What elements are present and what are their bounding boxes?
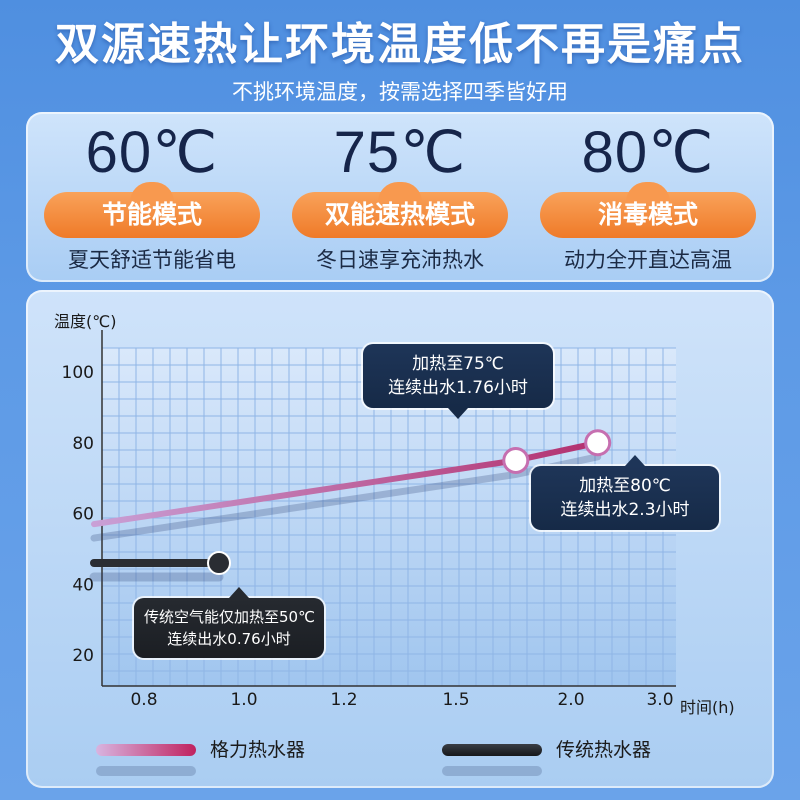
mode-description: 夏天舒适节能省电 — [68, 248, 236, 272]
y-tick-label: 100 — [62, 363, 94, 383]
annotation-line: 传统空气能仅加热至50℃ — [144, 608, 315, 626]
annotation-line: 加热至80℃ — [579, 476, 671, 496]
annotation-line: 加热至75℃ — [412, 354, 504, 374]
mode-panel: 60℃ 节能模式 夏天舒适节能省电 75℃ 双能速热模式 冬日速享充沛热水 80… — [26, 112, 774, 282]
y-tick-label: 20 — [72, 646, 94, 666]
mode-name-badge: 双能速热模式 — [292, 182, 508, 238]
mode-name: 双能速热模式 — [324, 200, 475, 229]
x-tick-label: 0.8 — [130, 690, 157, 710]
y-tick-label: 80 — [72, 434, 94, 454]
chart-panel: 20 40 60 80 100 0.8 1.0 1.2 1.5 2.0 3.0 温度(℃) 时间(h… — [26, 290, 774, 788]
y-tick-label: 60 — [72, 505, 94, 525]
mode-temperature: 80℃ — [581, 120, 715, 185]
mode-disinfection: 80℃ 消毒模式 动力全开直达高温 — [528, 112, 768, 282]
headline: 双源速热让环境温度低不再是痛点 — [55, 19, 745, 70]
mode-name-badge: 节能模式 — [44, 182, 260, 238]
x-tick-label: 3.0 — [646, 690, 673, 710]
x-tick-label: 1.2 — [330, 690, 357, 710]
annotation-line: 连续出水1.76小时 — [388, 378, 528, 398]
annotation-line: 连续出水0.76小时 — [167, 630, 291, 648]
mode-temperature: 75℃ — [333, 120, 467, 185]
legend-swatch-gree — [96, 744, 196, 776]
x-axis-label: 时间(h) — [680, 698, 735, 717]
mode-name: 节能模式 — [101, 200, 202, 229]
y-tick-label: 40 — [72, 575, 94, 595]
subheadline: 不挑环境温度，按需选择四季皆好用 — [232, 80, 568, 104]
legend-label: 格力热水器 — [210, 739, 306, 761]
mode-name-badge: 消毒模式 — [540, 182, 756, 238]
annotation-80: 加热至80℃ 连续出水2.3小时 — [531, 455, 719, 530]
mode-energy-saving: 60℃ 节能模式 夏天舒适节能省电 — [32, 112, 272, 282]
x-tick-label: 1.5 — [442, 690, 469, 710]
mode-description: 动力全开直达高温 — [564, 248, 732, 272]
x-tick-label: 1.0 — [230, 690, 257, 710]
legend-label: 传统热水器 — [556, 739, 652, 761]
annotation-traditional: 传统空气能仅加热至50℃ 连续出水0.76小时 — [134, 587, 324, 658]
series-shadow — [90, 453, 602, 542]
x-tick-label: 2.0 — [557, 690, 584, 710]
y-axis-label: 温度(℃) — [54, 312, 116, 331]
annotation-line: 连续出水2.3小时 — [560, 500, 690, 520]
mode-dual-fast-heat: 75℃ 双能速热模式 冬日速享充沛热水 — [280, 112, 520, 282]
mode-temperature: 60℃ — [85, 120, 219, 185]
mode-name: 消毒模式 — [597, 200, 698, 229]
legend-swatch-traditional — [442, 744, 542, 776]
data-point-marker — [584, 429, 612, 457]
data-point-marker — [502, 446, 530, 474]
annotation-75: 加热至75℃ 连续出水1.76小时 — [363, 344, 553, 419]
mode-description: 冬日速享充沛热水 — [316, 248, 484, 272]
data-point-marker — [207, 551, 231, 576]
